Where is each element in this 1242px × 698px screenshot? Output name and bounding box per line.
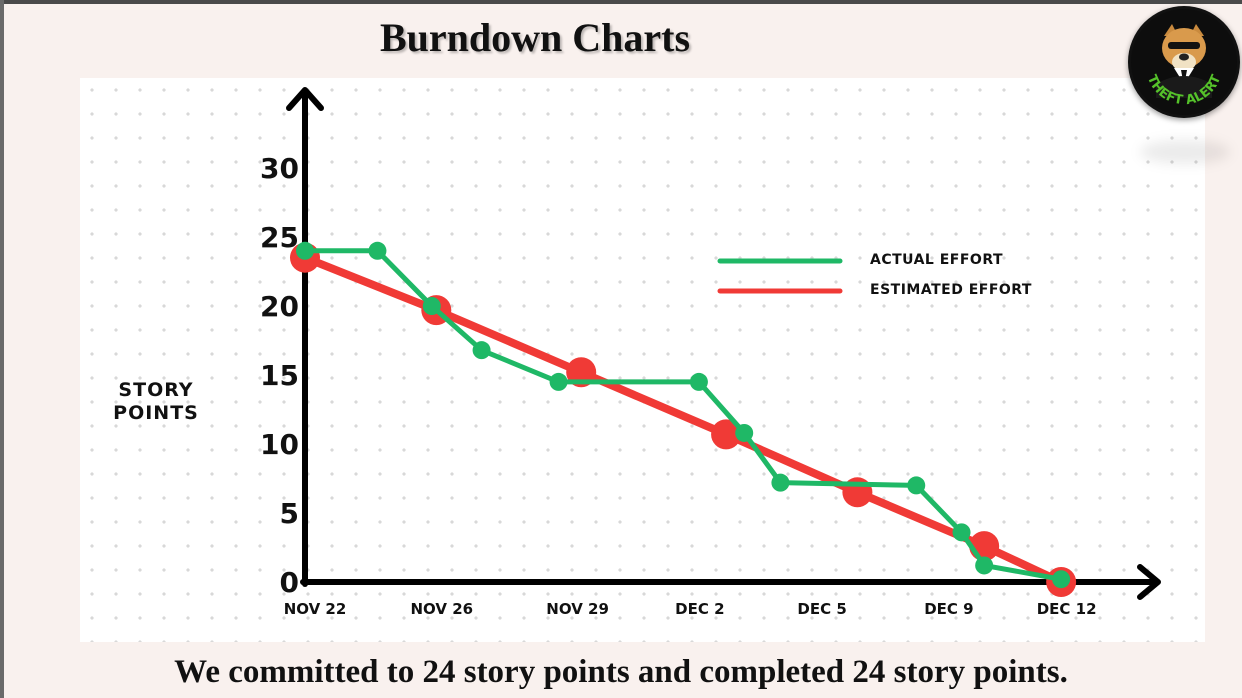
- y-tick-label: 15: [260, 359, 299, 392]
- x-tick-label: DEC 2: [675, 600, 724, 618]
- actual-effort-point: [422, 297, 441, 315]
- legend-label: ESTIMATED EFFORT: [870, 282, 1032, 298]
- estimated-effort-point: [711, 419, 742, 450]
- actual-effort-point: [907, 476, 926, 495]
- chart-panel: 0 5 10 15 20 25 30 NOV 22 NOV 26 NOV 29 DEC 2 DEC …: [80, 78, 1205, 642]
- legend-label: ACTUAL EFFORT: [870, 252, 1003, 268]
- y-tick-label: 30: [260, 152, 299, 185]
- y-tick-label: 5: [280, 497, 299, 530]
- x-tick-label: DEC 12: [1037, 600, 1097, 618]
- y-axis-label-line: STORY: [118, 379, 193, 401]
- actual-effort-point: [549, 372, 568, 391]
- actual-effort-point: [296, 241, 314, 260]
- chart-title: Burndown Charts: [379, 15, 691, 60]
- x-tick-label: NOV 29: [546, 600, 609, 618]
- bulldog-icon: THEFT ALERT: [1131, 9, 1237, 115]
- logo-shadow: [1140, 140, 1230, 164]
- burndown-chart: 0 5 10 15 20 25 30 NOV 22 NOV 26 NOV 29 DEC 2 DEC …: [113, 87, 1161, 618]
- chart-axes: [286, 87, 1161, 600]
- actual-effort-point: [975, 556, 994, 575]
- theft-alert-logo: THEFT ALERT: [1128, 6, 1240, 118]
- y-tick-labels: 0 5 10 15 20 25 30: [260, 152, 299, 599]
- legend: ACTUAL EFFORT ESTIMATED EFFORT: [717, 252, 1032, 298]
- left-edge: [0, 0, 4, 698]
- estimated-effort-line: [301, 253, 1066, 586]
- actual-effort-point: [952, 523, 971, 542]
- actual-effort-point: [735, 423, 754, 442]
- y-axis-label-line: POINTS: [113, 402, 199, 424]
- y-tick-label: 25: [260, 221, 299, 254]
- actual-effort-point: [1052, 570, 1071, 589]
- y-tick-label: 0: [280, 566, 299, 599]
- y-axis-arrowhead: [286, 87, 324, 111]
- x-tick-label: DEC 5: [797, 600, 846, 618]
- top-edge: [0, 0, 1242, 4]
- actual-effort-point: [472, 341, 491, 360]
- x-tick-label: NOV 22: [284, 600, 347, 618]
- y-tick-label: 10: [260, 428, 299, 461]
- series-lines: [290, 241, 1077, 597]
- x-tick-label: DEC 9: [924, 600, 973, 618]
- y-tick-label: 20: [260, 290, 299, 323]
- actual-effort-point: [368, 241, 387, 260]
- actual-effort-point: [689, 372, 708, 391]
- x-tick-label: NOV 26: [410, 600, 473, 618]
- x-tick-labels: NOV 22 NOV 26 NOV 29 DEC 2 DEC 5 DEC 9 DEC 12: [284, 600, 1097, 618]
- summary-caption: We committed to 24 story points and comp…: [174, 654, 1068, 690]
- x-axis-arrowhead: [1137, 564, 1161, 600]
- actual-effort-point: [771, 473, 790, 492]
